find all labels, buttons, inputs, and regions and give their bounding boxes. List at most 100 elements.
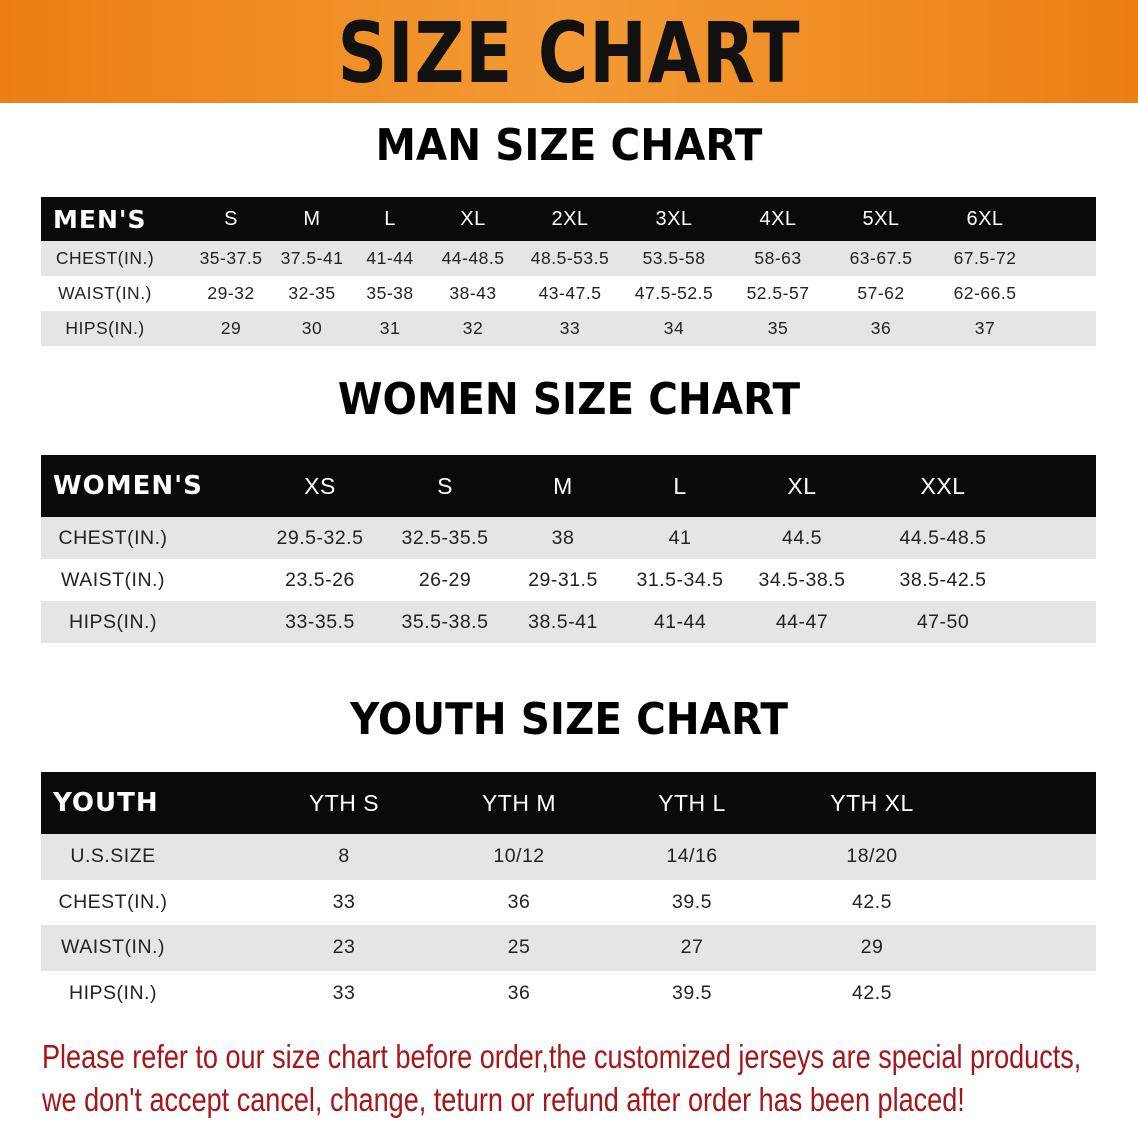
banner: SIZE CHART xyxy=(0,0,1138,103)
row-label: WAIST(IN.) xyxy=(61,936,165,959)
row-label: U.S.SIZE xyxy=(70,845,156,868)
men-header-row: MEN'S S M L XL 2XL 3XL 4XL 5XL 6XL xyxy=(41,197,1096,241)
table-cell: 14/16 xyxy=(666,845,718,868)
table-cell: 57-62 xyxy=(857,283,905,303)
size-header: 6XL xyxy=(966,207,1004,230)
row-label: HIPS(IN.) xyxy=(69,981,157,1004)
row-label: HIPS(IN.) xyxy=(65,318,145,338)
table-cell: 67.5-72 xyxy=(953,248,1017,268)
table-cell: 36 xyxy=(507,981,531,1004)
table-cell: 41 xyxy=(668,526,692,549)
youth-header-row: YOUTH YTH S YTH M YTH L YTH XL xyxy=(41,772,1096,834)
table-cell: 34.5-38.5 xyxy=(758,568,846,591)
banner-title: SIZE CHART xyxy=(337,4,801,102)
size-header: YTH L xyxy=(658,789,726,816)
women-section-title: WOMEN SIZE CHART xyxy=(337,374,801,425)
table-cell: 43-47.5 xyxy=(538,283,602,303)
table-cell: 29-31.5 xyxy=(528,568,598,591)
table-cell: 39.5 xyxy=(672,890,712,913)
size-header: XL xyxy=(460,207,486,230)
table-cell: 18/20 xyxy=(846,845,898,868)
table-row: HIPS(IN.) 29 30 31 32 33 34 35 36 37 xyxy=(41,311,1096,346)
size-header: XXL xyxy=(920,472,966,499)
table-cell: 44-47 xyxy=(775,610,829,633)
women-header-label: WOMEN'S xyxy=(53,471,203,501)
table-cell: 33 xyxy=(332,890,356,913)
table-cell: 35-38 xyxy=(366,283,414,303)
table-cell: 53.5-58 xyxy=(642,248,706,268)
table-cell: 35-37.5 xyxy=(199,248,263,268)
table-row: WAIST(IN.) 23.5-26 26-29 29-31.5 31.5-34.5 34… xyxy=(41,559,1096,601)
table-row: CHEST(IN.) 33 36 39.5 42.5 xyxy=(41,879,1096,925)
table-cell: 23.5-26 xyxy=(285,568,355,591)
size-header: 3XL xyxy=(655,207,693,230)
table-cell: 44-48.5 xyxy=(441,248,505,268)
row-label: WAIST(IN.) xyxy=(58,283,152,303)
size-header: YTH M xyxy=(481,789,557,816)
table-row: WAIST(IN.) 23 25 27 29 xyxy=(41,925,1096,971)
table-cell: 36 xyxy=(507,890,531,913)
women-header-row: WOMEN'S XS S M L XL XXL xyxy=(41,455,1096,517)
table-cell: 39.5 xyxy=(672,981,712,1004)
table-cell: 44.5-48.5 xyxy=(899,526,987,549)
table-row: U.S.SIZE 8 10/12 14/16 18/20 xyxy=(41,834,1096,880)
table-cell: 25 xyxy=(507,936,531,959)
table-cell: 38.5-42.5 xyxy=(899,568,987,591)
size-header: 5XL xyxy=(862,207,900,230)
table-cell: 32.5-35.5 xyxy=(401,526,489,549)
table-cell: 63-67.5 xyxy=(849,248,913,268)
table-cell: 33 xyxy=(332,981,356,1004)
table-cell: 58-63 xyxy=(754,248,802,268)
table-cell: 37 xyxy=(974,318,996,338)
row-label: WAIST(IN.) xyxy=(61,568,165,591)
table-cell: 47.5-52.5 xyxy=(634,283,714,303)
table-cell: 48.5-53.5 xyxy=(530,248,610,268)
youth-section-title: YOUTH SIZE CHART xyxy=(350,694,788,745)
table-row: HIPS(IN.) 33-35.5 35.5-38.5 38.5-41 41-44 44-… xyxy=(41,601,1096,643)
table-cell: 34 xyxy=(663,318,685,338)
table-cell: 47-50 xyxy=(916,610,970,633)
men-section-title: MAN SIZE CHART xyxy=(375,120,763,171)
table-cell: 31 xyxy=(379,318,401,338)
table-cell: 42.5 xyxy=(852,890,892,913)
table-cell: 29 xyxy=(220,318,242,338)
table-cell: 33-35.5 xyxy=(285,610,355,633)
table-row: CHEST(IN.) 35-37.5 37.5-41 41-44 44-48.5 48.5… xyxy=(41,241,1096,276)
table-cell: 23 xyxy=(332,936,356,959)
table-cell: 41-44 xyxy=(366,248,414,268)
row-label: CHEST(IN.) xyxy=(55,248,155,268)
notice-line-1: Please refer to our size chart before or… xyxy=(42,1038,1082,1075)
table-cell: 41-44 xyxy=(653,610,707,633)
table-cell: 35 xyxy=(767,318,789,338)
table-cell: 38-43 xyxy=(449,283,497,303)
table-cell: 31.5-34.5 xyxy=(636,568,724,591)
table-cell: 29.5-32.5 xyxy=(276,526,364,549)
table-cell: 36 xyxy=(870,318,892,338)
table-cell: 38.5-41 xyxy=(528,610,598,633)
table-cell: 37.5-41 xyxy=(280,248,344,268)
row-label: CHEST(IN.) xyxy=(58,890,168,913)
table-cell: 30 xyxy=(301,318,323,338)
table-cell: 35.5-38.5 xyxy=(401,610,489,633)
men-header-label: MEN'S xyxy=(53,204,147,234)
table-row: HIPS(IN.) 33 36 39.5 42.5 xyxy=(41,970,1096,1016)
table-cell: 32 xyxy=(462,318,484,338)
table-cell: 8 xyxy=(338,845,350,868)
table-row: WAIST(IN.) 29-32 32-35 35-38 38-43 43-47.5 47.… xyxy=(41,276,1096,311)
table-cell: 42.5 xyxy=(852,981,892,1004)
table-cell: 10/12 xyxy=(493,845,545,868)
table-cell: 33 xyxy=(559,318,581,338)
table-cell: 29 xyxy=(860,936,884,959)
youth-header-label: YOUTH xyxy=(53,788,159,818)
size-header: XS xyxy=(304,472,336,499)
size-header: 4XL xyxy=(759,207,797,230)
size-header: XL xyxy=(787,472,817,499)
table-cell: 27 xyxy=(680,936,704,959)
table-cell: 32-35 xyxy=(288,283,336,303)
table-cell: 38 xyxy=(551,526,575,549)
size-header: YTH S xyxy=(308,789,380,816)
size-header: 2XL xyxy=(551,207,589,230)
notice-line-2: we don't accept cancel, change, teturn o… xyxy=(42,1081,965,1118)
table-cell: 29-32 xyxy=(207,283,255,303)
size-header: M xyxy=(303,207,321,230)
